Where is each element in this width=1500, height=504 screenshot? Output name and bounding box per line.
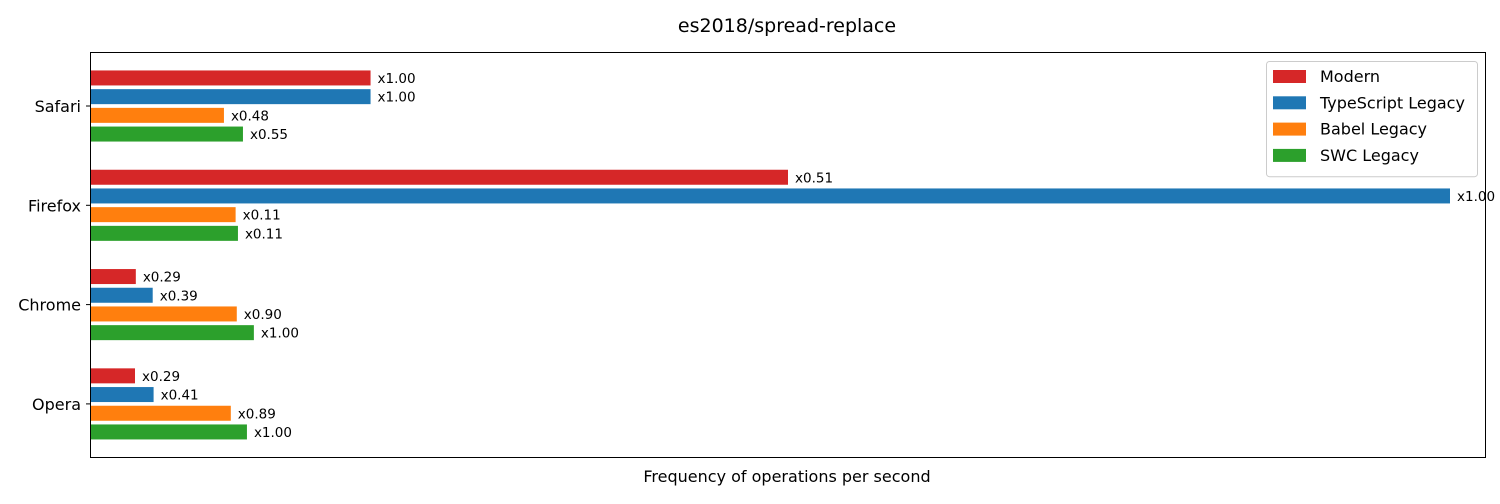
bar-firefox-typescript-legacy (91, 188, 1450, 204)
data-label-opera-swc-legacy: x1.00 (254, 425, 292, 441)
data-label-chrome-swc-legacy: x1.00 (261, 326, 299, 342)
data-label-safari-typescript-legacy: x1.00 (378, 90, 416, 106)
y-tick-label-chrome: Chrome (18, 296, 81, 315)
legend-entry-typescript-legacy: TypeScript Legacy (1319, 93, 1465, 112)
data-label-chrome-typescript-legacy: x0.39 (160, 288, 198, 304)
bar-chrome-swc-legacy (91, 325, 254, 341)
data-label-firefox-babel-legacy: x0.11 (243, 208, 281, 224)
bar-safari-swc-legacy (91, 126, 243, 142)
legend-swatch-swc-legacy (1273, 148, 1306, 162)
data-label-safari-babel-legacy: x0.48 (231, 108, 269, 124)
y-tick-label-safari: Safari (35, 97, 81, 116)
data-label-firefox-typescript-legacy: x1.00 (1457, 189, 1495, 205)
legend-box (1266, 61, 1478, 178)
y-tick-label-opera: Opera (32, 395, 81, 414)
data-label-firefox-swc-legacy: x0.11 (245, 226, 283, 242)
chart-title: es2018/spread-replace (678, 15, 896, 37)
data-label-opera-typescript-legacy: x0.41 (161, 388, 199, 404)
bar-firefox-swc-legacy (91, 225, 238, 241)
bar-firefox-modern (91, 169, 788, 185)
bar-chrome-babel-legacy (91, 306, 237, 322)
bar-opera-swc-legacy (91, 424, 247, 440)
data-label-safari-swc-legacy: x0.55 (250, 127, 288, 143)
bar-opera-modern (91, 368, 135, 384)
data-label-safari-modern: x1.00 (378, 71, 416, 87)
bar-safari-modern (91, 70, 371, 86)
data-labels-layer: x1.00 x1.00 x0.48 x0.55 x0.51 x1.00 x0.11 x0.11… (142, 71, 1495, 441)
bar-safari-babel-legacy (91, 107, 224, 123)
legend: Modern TypeScript Legacy Babel Legacy SWC L… (1266, 61, 1478, 178)
legend-entry-swc-legacy: SWC Legacy (1320, 146, 1419, 165)
x-axis-label: Frequency of operations per second (643, 467, 930, 486)
data-label-opera-modern: x0.29 (142, 369, 180, 385)
bar-safari-typescript-legacy (91, 89, 371, 105)
legend-entry-babel-legacy: Babel Legacy (1320, 120, 1427, 139)
bars-layer (91, 70, 1450, 440)
plot-area-frame (90, 52, 1486, 458)
bar-chrome-typescript-legacy (91, 287, 153, 303)
legend-swatch-modern (1273, 70, 1306, 83)
legend-swatch-typescript-legacy (1273, 96, 1306, 110)
data-label-opera-babel-legacy: x0.89 (238, 406, 276, 422)
data-label-chrome-modern: x0.29 (143, 270, 181, 286)
bar-firefox-babel-legacy (91, 207, 236, 223)
legend-entry-modern: Modern (1320, 67, 1380, 86)
bar-chrome-modern (91, 269, 136, 285)
y-tick-label-firefox: Firefox (28, 196, 81, 215)
y-axis: Safari Firefox Chrome Opera (18, 97, 91, 414)
bar-opera-babel-legacy (91, 405, 231, 421)
data-label-chrome-babel-legacy: x0.90 (244, 307, 282, 323)
legend-swatch-babel-legacy (1273, 122, 1306, 136)
bar-opera-typescript-legacy (91, 387, 154, 403)
data-label-firefox-modern: x0.51 (795, 170, 833, 186)
